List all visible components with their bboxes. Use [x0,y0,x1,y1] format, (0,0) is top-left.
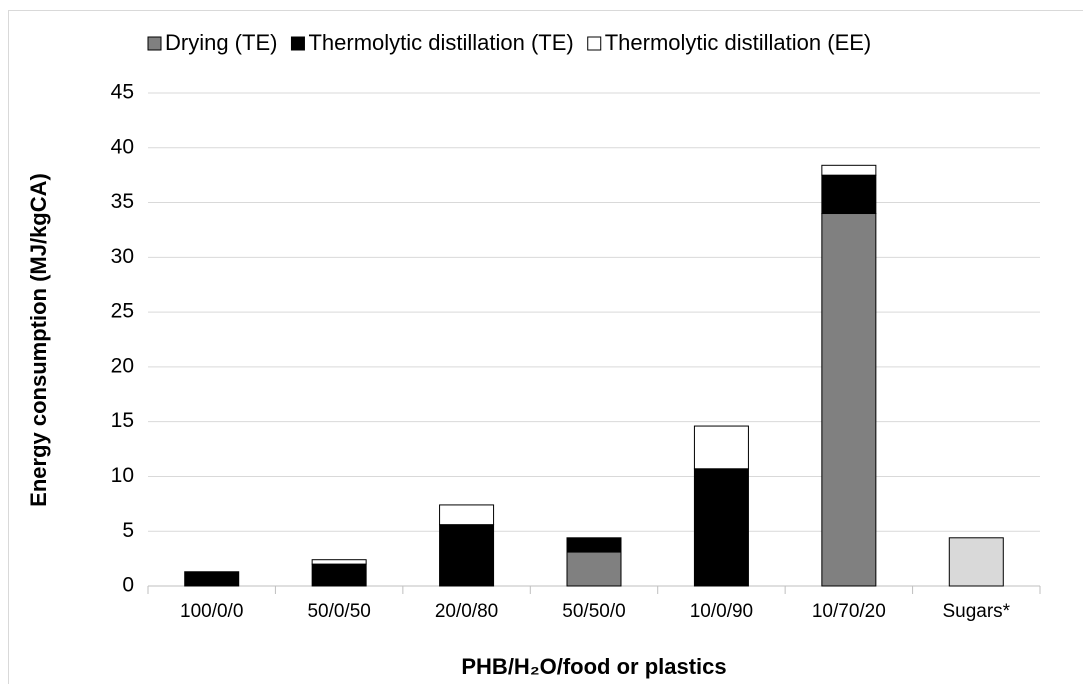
x-tick-label: 10/0/90 [690,601,753,622]
bar-segment [821,213,877,587]
x-tick-label: 20/0/80 [435,601,498,622]
bar-segment [821,164,877,176]
y-tick-label: 5 [122,519,134,542]
x-tick-label: 50/0/50 [307,601,370,622]
y-tick-label: 10 [111,464,134,487]
bar-segment [311,559,367,565]
y-tick-label: 25 [111,300,134,323]
y-tick-label: 40 [111,135,134,158]
bar-segment [439,504,495,526]
legend-label: Thermolytic distillation (TE) [308,30,573,55]
bar-segment [566,551,622,587]
y-tick-label: 20 [111,354,134,377]
x-tick-label: Sugars* [942,601,1010,622]
y-tick-label: 35 [111,190,134,213]
bar-segment [184,571,240,587]
legend-swatch [290,36,305,51]
legend-label: Drying (TE) [165,30,277,55]
legend-swatch [147,36,162,51]
y-tick-label: 0 [122,574,134,597]
bar-segment [693,425,749,470]
x-tick-label: 50/50/0 [562,601,625,622]
bar-segment [566,537,622,553]
y-tick-label: 45 [111,81,134,104]
x-axis-label: PHB/H₂O/food or plastics [461,654,726,679]
x-tick-label: 100/0/0 [180,601,243,622]
bar-segment [311,563,367,587]
legend-swatch [587,36,602,51]
bar-segment [821,174,877,215]
y-axis-label: Energy consumption (MJ/kgCA) [26,173,51,507]
y-tick-label: 30 [111,245,134,268]
bar-segment [439,524,495,587]
x-tick-label: 10/70/20 [812,601,886,622]
bar-segment [693,468,749,587]
y-tick-label: 15 [111,409,134,432]
legend-label: Thermolytic distillation (EE) [605,30,872,55]
chart-frame [8,10,1083,684]
bar-segment [948,537,1004,587]
